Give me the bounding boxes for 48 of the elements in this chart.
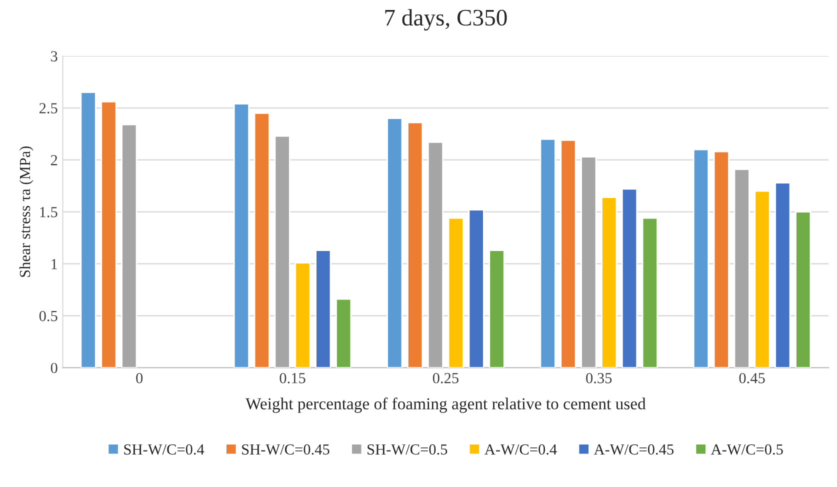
bar — [386, 118, 403, 368]
x-axis-title: Weight percentage of foaming agent relative to cement used — [246, 398, 646, 413]
x-tick-label: 0 — [136, 372, 143, 384]
bar — [468, 209, 484, 368]
bar — [560, 139, 576, 368]
chart-title: 7 days, C350 — [385, 9, 507, 31]
y-tick-label: 2.5 — [39, 103, 58, 114]
bar — [713, 150, 730, 368]
bar — [754, 190, 770, 368]
y-tick-label: 0 — [50, 362, 58, 374]
bar — [294, 262, 311, 368]
bar — [254, 112, 270, 368]
bar — [540, 138, 556, 368]
legend-label: SH-W/C=0.45 — [242, 444, 330, 455]
y-tick-label: 1 — [52, 259, 57, 270]
legend-label: A-W/C=0.45 — [594, 444, 674, 455]
bar — [488, 250, 505, 368]
x-tick-label: 0.45 — [739, 372, 765, 384]
bar — [601, 196, 618, 368]
bar — [774, 182, 791, 368]
bar — [274, 135, 290, 368]
y-tick-label: 3 — [51, 51, 58, 62]
bar — [407, 122, 424, 368]
bar — [315, 250, 332, 368]
bar — [121, 124, 138, 368]
y-tick-label: 0.5 — [39, 310, 58, 322]
bar — [734, 168, 750, 368]
bar — [233, 103, 250, 368]
legend-label: SH-W/C=0.5 — [368, 444, 448, 455]
legend-label: SH-W/C=0.4 — [124, 444, 204, 455]
bar — [80, 92, 96, 368]
x-tick-label: 0.25 — [432, 372, 458, 384]
y-axis-title: Shear stress τa (MPa) — [19, 146, 34, 277]
y-tick-label: 2 — [50, 155, 58, 166]
bar — [100, 101, 117, 368]
bar — [427, 142, 444, 368]
legend-label: A-W/C=0.5 — [710, 444, 783, 455]
x-tick-label: 0.15 — [280, 372, 306, 384]
y-tick-label: 1.5 — [40, 207, 58, 218]
bar — [336, 298, 352, 368]
x-tick-label: 0.35 — [586, 372, 612, 384]
legend-label: A-W/C=0.4 — [484, 444, 557, 455]
bar — [580, 156, 597, 368]
bar — [642, 217, 658, 368]
bar — [448, 217, 464, 368]
bar — [795, 211, 812, 368]
bar — [692, 148, 710, 368]
bar — [621, 188, 638, 368]
